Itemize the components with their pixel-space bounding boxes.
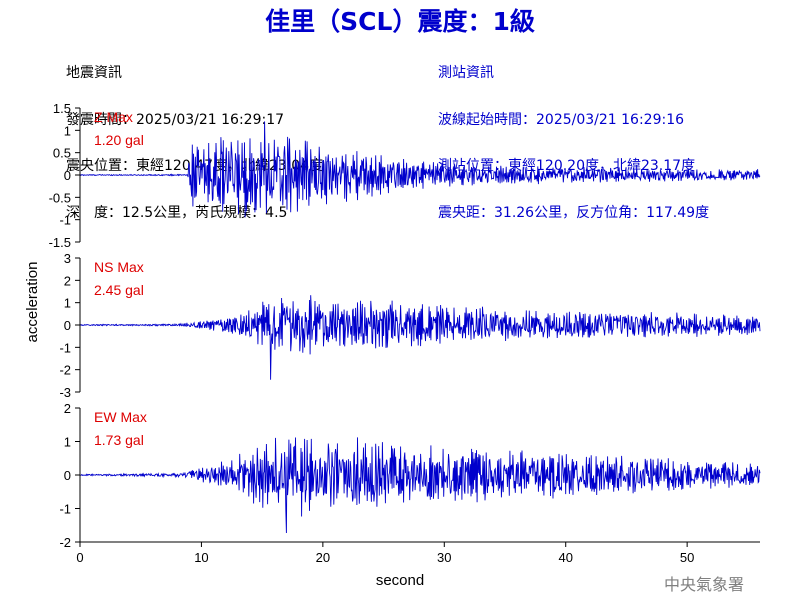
ew-max-value: 1.73 gal — [94, 432, 144, 448]
quake-depth-magnitude: 深 度：12.5公里，芮氏規模：4.5 — [66, 204, 288, 221]
z-y-tick-label: -0.5 — [49, 190, 71, 205]
quake-origin-time: 發震時間：2025/03/21 16:29:17 — [66, 111, 285, 128]
z-max-value: 1.20 gal — [94, 132, 144, 148]
z-waveform — [79, 121, 761, 218]
ns-y-tick-label: 3 — [64, 251, 71, 266]
ns-y-tick-label: -3 — [59, 385, 71, 400]
ns-max-label: NS Max — [94, 259, 144, 275]
ew-y-tick-label: 0 — [64, 468, 71, 483]
ns-y-tick-label: 2 — [64, 273, 71, 288]
z-max-label: Z Max — [94, 109, 133, 125]
y-axis-label: acceleration — [24, 262, 41, 343]
ns-waveform — [79, 295, 761, 380]
z-y-tick-label: 0 — [64, 168, 71, 183]
axes-layer — [75, 107, 760, 547]
ew-y-tick-label: -2 — [59, 535, 71, 550]
ew-y-tick-label: 1 — [64, 435, 71, 450]
epicentral-distance: 震央距：31.26公里，反方位角：117.49度 — [438, 204, 710, 221]
labels-layer: -1.5 -1 -0.5 0 0.5 1 1.5 Z Max 1.20 gal -3 -2 -1 0 1 2… — [24, 101, 694, 589]
agency-watermark: 中央氣象署 — [663, 575, 744, 594]
ew-y-tick-label: 2 — [64, 401, 71, 416]
z-y-tick-label: 0.5 — [53, 146, 71, 161]
x-axis-label: second — [376, 572, 424, 589]
station-info-block: 測站資訊 波線起始時間：2025/03/21 16:29:16 測站位置：東經1… — [438, 35, 709, 237]
station-info-heading: 測站資訊 — [438, 65, 494, 81]
ns-y-tick-label: 1 — [64, 296, 71, 311]
chart-title: 佳里（SCL）震度：1級 — [265, 7, 535, 36]
ew-max-label: EW Max — [94, 409, 147, 425]
ew-y-tick-label: -1 — [59, 502, 71, 517]
z-y-tick-label: -1.5 — [49, 235, 71, 250]
waveform-start-time: 波線起始時間：2025/03/21 16:29:16 — [438, 111, 685, 128]
ns-y-tick-label: -1 — [59, 340, 71, 355]
z-y-tick-label: 1.5 — [53, 101, 71, 116]
x-tick-label: 0 — [76, 550, 83, 565]
z-y-tick-label: 1 — [64, 123, 71, 138]
ns-y-tick-label: -2 — [59, 363, 71, 378]
x-tick-label: 10 — [194, 550, 208, 565]
x-tick-label: 50 — [680, 550, 694, 565]
ns-y-tick-label: 0 — [64, 318, 71, 333]
traces-layer — [79, 121, 761, 534]
z-y-tick-label: -1 — [59, 213, 71, 228]
ns-max-value: 2.45 gal — [94, 282, 144, 298]
quake-info-heading: 地震資訊 — [66, 65, 122, 81]
x-tick-label: 30 — [437, 550, 451, 565]
station-location: 測站位置：東經120.20度，北緯23.17度 — [438, 158, 696, 174]
x-tick-label: 20 — [316, 550, 330, 565]
ew-waveform — [79, 437, 761, 534]
x-tick-label: 40 — [558, 550, 572, 565]
